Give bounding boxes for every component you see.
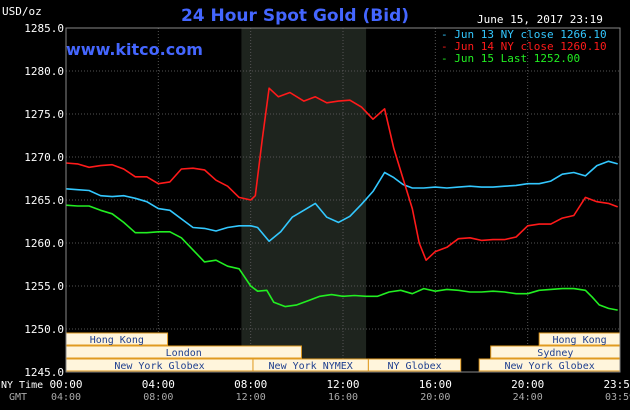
x-tick-label-ny: 00:00 xyxy=(49,378,82,391)
legend-entry: - Jun 15 Last 1252.00 xyxy=(441,52,580,65)
y-tick-label: 1285.0 xyxy=(24,22,64,35)
site-watermark[interactable]: www.kitco.com xyxy=(66,40,203,59)
price-series xyxy=(65,87,618,311)
y-tick-label: 1270.0 xyxy=(24,151,64,164)
x-tick-label-ny: 20:00 xyxy=(511,378,544,391)
plot-frame xyxy=(65,27,621,373)
x-row-ny-label: NY Time xyxy=(1,380,43,391)
y-tick-labels: 1285.0 1280.0 1275.0 1270.0 1265.0 1260.0 1255… xyxy=(24,22,64,379)
y-tick-label: 1280.0 xyxy=(24,65,64,78)
session-label: New York Globex xyxy=(504,361,594,372)
session-label: London xyxy=(166,348,202,359)
chart-date: June 15, 2017 23:19 xyxy=(477,13,603,26)
x-tick-label-ny: 08:00 xyxy=(234,378,267,391)
market-session-bars: Hong Kong Hong Kong London Sydney New York G… xyxy=(65,332,621,372)
x-tick-label-gmt: 16:00 xyxy=(328,392,358,403)
y-tick-label: 1255.0 xyxy=(24,280,64,293)
x-tick-label-gmt: 12:00 xyxy=(236,392,266,403)
x-tick-label-ny: 04:00 xyxy=(142,378,175,391)
y-tick-label: 1260.0 xyxy=(24,237,64,250)
session-label: Sydney xyxy=(537,348,573,359)
y-tick-label: 1275.0 xyxy=(24,108,64,121)
x-tick-label-gmt: 03:59 xyxy=(605,392,630,403)
chart-title: 24 Hour Spot Gold (Bid) xyxy=(181,6,409,26)
session-label: Hong Kong xyxy=(90,335,144,346)
session-label: Hong Kong xyxy=(553,335,607,346)
series-line xyxy=(65,87,618,261)
session-label: New York Globex xyxy=(114,361,204,372)
y-tick-label: 1250.0 xyxy=(24,323,64,336)
x-row-gmt-label: GMT xyxy=(9,392,27,403)
x-tick-label-gmt: 04:00 xyxy=(51,392,81,403)
y-axis-label: USD/oz xyxy=(2,5,42,18)
x-tick-label-gmt: 08:00 xyxy=(143,392,173,403)
x-tick-label-gmt: 24:00 xyxy=(513,392,543,403)
y-tick-label: 1265.0 xyxy=(24,194,64,207)
session-label: NY Globex xyxy=(387,361,441,372)
session-label: New York NYMEX xyxy=(269,361,353,372)
x-tick-label-ny: 12:00 xyxy=(326,378,359,391)
legend-entry: - Jun 14 NY close 1260.10 xyxy=(441,40,607,53)
legend-entry: - Jun 13 NY close 1266.10 xyxy=(441,28,607,41)
x-tick-label-gmt: 20:00 xyxy=(420,392,450,403)
x-tick-label-ny: 16:00 xyxy=(419,378,452,391)
session-bar xyxy=(367,358,462,372)
x-tick-labels: 00:0004:0004:0008:0008:0012:0012:0016:00… xyxy=(49,378,630,403)
series-line xyxy=(65,160,618,243)
legend: - Jun 13 NY close 1266.10 - Jun 14 NY cl… xyxy=(441,28,607,65)
y-tick-label: 1245.0 xyxy=(24,366,64,379)
x-tick-label-ny: 23:59 xyxy=(603,378,630,391)
series-line xyxy=(65,204,618,311)
